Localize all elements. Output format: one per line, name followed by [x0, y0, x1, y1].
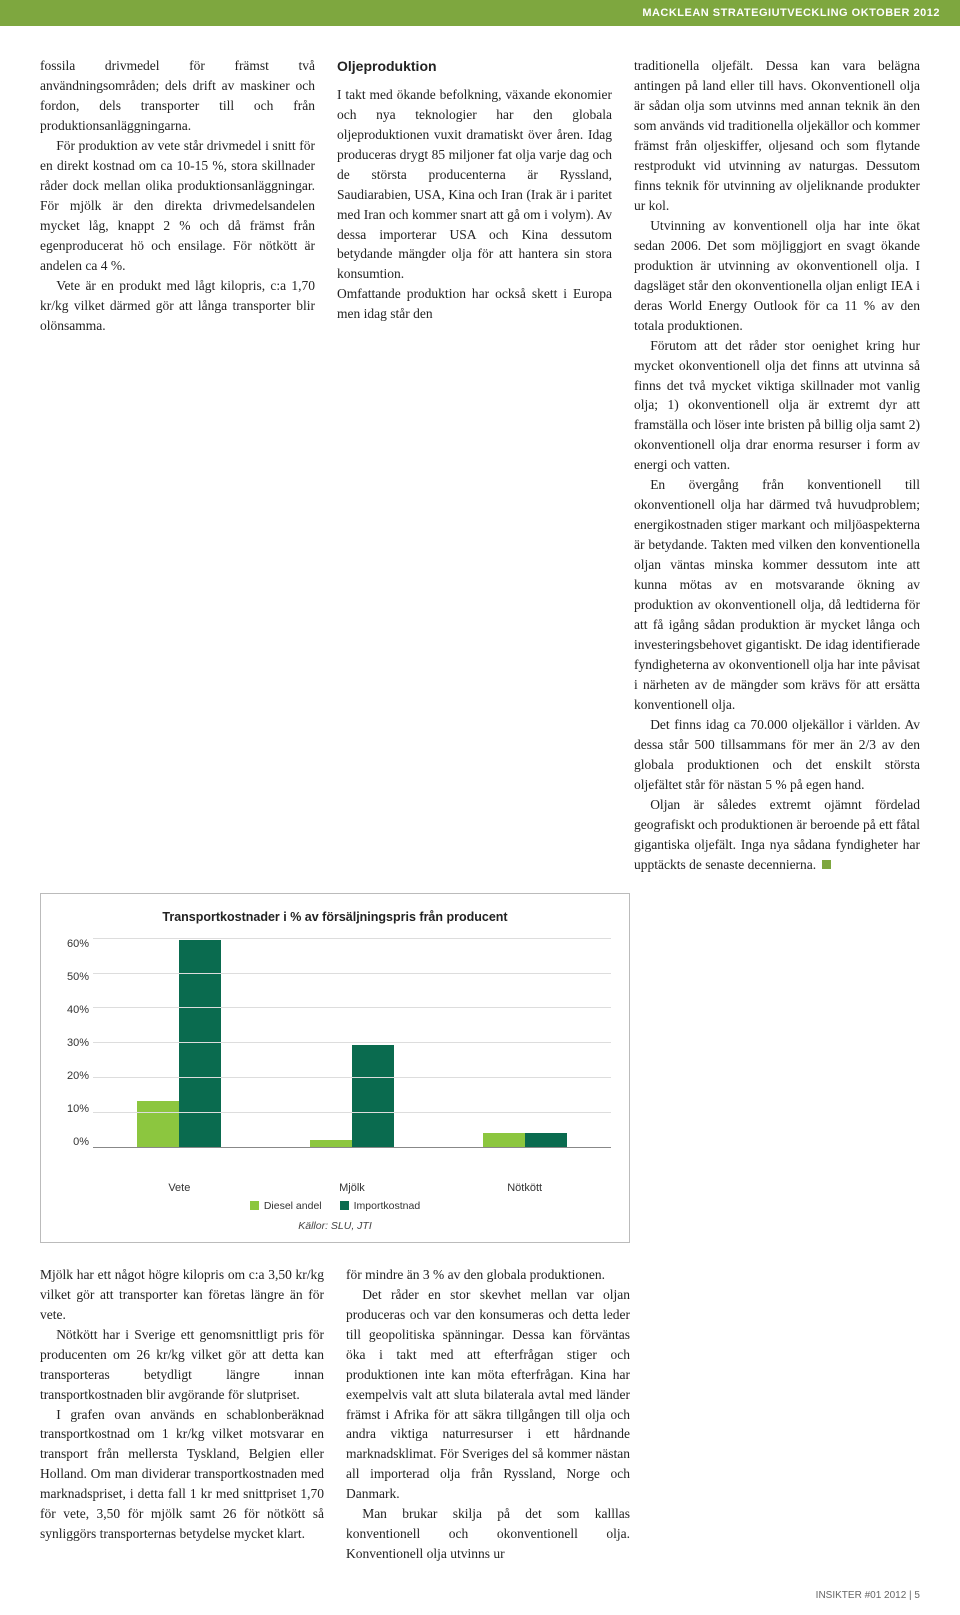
bottom-left-block: Transportkostnader i % av försäljningspr…	[40, 875, 630, 1565]
chart-title: Transportkostnader i % av försäljningspr…	[59, 910, 611, 924]
col3-p2: Utvinning av konventionell olja har inte…	[634, 216, 920, 336]
bottom-right-spacer	[652, 875, 920, 1565]
y-tick-label: 0%	[73, 1136, 89, 1148]
col3-p4: En övergång från konventionell till okon…	[634, 475, 920, 715]
legend-item: Importkostnad	[340, 1200, 421, 1212]
col3-p6: Oljan är således extremt ojämnt fördelad…	[634, 795, 920, 875]
col3-p6-text: Oljan är således extremt ojämnt fördelad…	[634, 797, 920, 872]
legend-label: Diesel andel	[264, 1200, 322, 1212]
top-row: fossila drivmedel för främst två användn…	[40, 56, 920, 875]
header-bar: MACKLEAN STRATEGIUTVECKLING OKTOBER 2012	[0, 0, 960, 26]
lower-col1-p2: Nötkött har i Sverige ett genomsnittligt…	[40, 1325, 324, 1405]
page-footer: INSIKTER #01 2012 | 5	[0, 1584, 960, 1615]
x-label: Nötkött	[460, 1182, 590, 1194]
chart-source: Källor: SLU, JTI	[59, 1220, 611, 1232]
bar	[137, 1101, 179, 1147]
bar	[525, 1133, 567, 1147]
column-2-top: Oljeproduktion I takt med ökande befolkn…	[337, 56, 612, 875]
footer-text: INSIKTER #01 2012 | 5	[816, 1590, 920, 1601]
bar	[179, 940, 221, 1147]
lower-col1: Mjölk har ett något högre kilopris om c:…	[40, 1265, 324, 1565]
lower-col2: för mindre än 3 % av den globala produkt…	[346, 1265, 630, 1565]
chart-area: 60% 50% 40% 30% 20% 10% 0%	[59, 938, 611, 1178]
plot-area	[93, 938, 611, 1148]
y-tick-label: 40%	[67, 1004, 89, 1016]
chart-legend: Diesel andel Importkostnad	[59, 1200, 611, 1212]
col3-p5: Det finns idag ca 70.000 oljekällor i vä…	[634, 715, 920, 795]
bar	[310, 1140, 352, 1147]
y-tick-label: 10%	[67, 1103, 89, 1115]
grid-line	[93, 1007, 611, 1008]
grid-line	[93, 938, 611, 939]
bottom-row: Transportkostnader i % av försäljningspr…	[40, 875, 920, 1565]
col3-p3: Förutom att det råder stor oenighet krin…	[634, 336, 920, 476]
grid-line	[93, 1077, 611, 1078]
bar-group	[483, 1133, 567, 1147]
y-tick-label: 60%	[67, 938, 89, 950]
y-tick-label: 50%	[67, 971, 89, 983]
lower-two-columns: Mjölk har ett något högre kilopris om c:…	[40, 1265, 630, 1565]
page-content: fossila drivmedel för främst två användn…	[0, 26, 960, 1584]
grid-line	[93, 1042, 611, 1043]
grid-line	[93, 973, 611, 974]
bar-group	[310, 1045, 394, 1147]
bar	[483, 1133, 525, 1147]
bar-group	[137, 940, 221, 1147]
column-1-top: fossila drivmedel för främst två användn…	[40, 56, 315, 875]
bar	[352, 1045, 394, 1147]
legend-swatch-icon	[250, 1201, 259, 1210]
legend-label: Importkostnad	[354, 1200, 421, 1212]
subhead-oljeproduktion: Oljeproduktion	[337, 56, 612, 77]
y-tick-label: 30%	[67, 1037, 89, 1049]
col1-p1: fossila drivmedel för främst två användn…	[40, 56, 315, 136]
legend-swatch-icon	[340, 1201, 349, 1210]
grid-line	[93, 1112, 611, 1113]
end-marker-icon	[822, 860, 831, 869]
chart-container: Transportkostnader i % av försäljningspr…	[40, 893, 630, 1243]
col2-p2: Omfattande produktion har också skett i …	[337, 284, 612, 324]
column-3: traditionella oljefält. Dessa kan vara b…	[634, 56, 920, 875]
col1-p2: För produktion av vete står drivmedel i …	[40, 136, 315, 276]
lower-col2-p3: Man brukar skilja på det som kalllas kon…	[346, 1504, 630, 1564]
legend-item: Diesel andel	[250, 1200, 322, 1212]
lower-col1-p1: Mjölk har ett något högre kilopris om c:…	[40, 1265, 324, 1325]
lower-col2-p2: Det råder en stor skevhet mellan var olj…	[346, 1285, 630, 1505]
x-label: Vete	[114, 1182, 244, 1194]
y-axis: 60% 50% 40% 30% 20% 10% 0%	[59, 938, 93, 1148]
col1-p3: Vete är en produkt med lågt kilopris, c:…	[40, 276, 315, 336]
col3-p1: traditionella oljefält. Dessa kan vara b…	[634, 56, 920, 216]
lower-col2-p1: för mindre än 3 % av den globala produkt…	[346, 1265, 630, 1285]
col2-p1: I takt med ökande befolkning, växande ek…	[337, 85, 612, 285]
header-text: MACKLEAN STRATEGIUTVECKLING OKTOBER 2012	[642, 7, 940, 19]
y-tick-label: 20%	[67, 1070, 89, 1082]
x-label: Mjölk	[287, 1182, 417, 1194]
lower-col1-p3: I grafen ovan används en schablonberäkna…	[40, 1405, 324, 1545]
top-left-columns: fossila drivmedel för främst två användn…	[40, 56, 612, 875]
x-labels: Vete Mjölk Nötkött	[93, 1182, 611, 1194]
